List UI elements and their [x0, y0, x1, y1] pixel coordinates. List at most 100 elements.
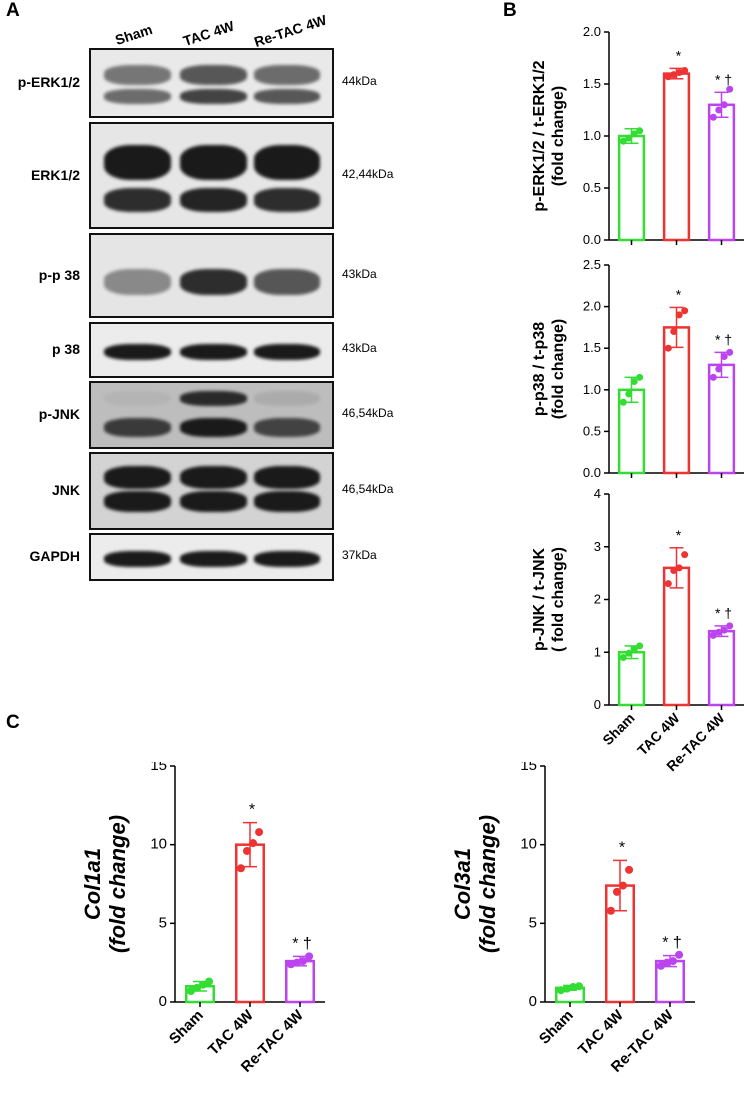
data-point: [675, 69, 683, 77]
blot-row-label: GAPDH: [29, 548, 80, 564]
data-point: [670, 328, 678, 336]
blot-kda-label: 43kDa: [342, 341, 377, 355]
blot-band: [180, 145, 247, 180]
data-point: [292, 958, 301, 967]
data-point: [709, 373, 717, 381]
blot-kda-label: 46,54kDa: [342, 482, 394, 496]
blot-band: [104, 269, 171, 295]
data-point: [205, 977, 214, 986]
blot-band: [253, 269, 321, 295]
blot-band: [180, 88, 247, 104]
y-axis-title: p-JNK / t-JNK: [531, 548, 548, 652]
significance-marker: * †: [662, 935, 682, 952]
blot-row-label: ERK1/2: [30, 166, 80, 183]
data-point: [662, 958, 671, 967]
western-blot-panel: Sham TAC 4W Re-TAC 4W p-ERK1/2 44kDa ERK1/…: [0, 0, 480, 700]
blot-band: [253, 391, 321, 407]
y-tick-label: 4: [594, 486, 601, 501]
blot-row-label: JNK: [51, 482, 80, 498]
y-tick-label: 0.5: [583, 180, 601, 195]
y-tick-label: 1.0: [583, 128, 601, 143]
y-tick-label: 2.0: [583, 24, 601, 39]
blot-image: [89, 322, 334, 378]
y-axis-subtitle: (fold change): [105, 815, 130, 953]
blot-kda-label: 43kDa: [342, 266, 377, 281]
data-point: [720, 101, 728, 109]
y-tick-label: 1: [594, 644, 601, 659]
y-tick-label: 15: [520, 762, 537, 774]
data-point: [681, 66, 689, 74]
data-point: [664, 344, 672, 352]
data-point: [670, 71, 678, 79]
data-point: [656, 961, 665, 970]
significance-marker: * †: [715, 605, 732, 621]
data-point: [681, 551, 689, 559]
y-axis-title: Col3a1: [450, 848, 475, 920]
bar: [707, 629, 736, 707]
data-point: [726, 622, 734, 630]
data-point: [715, 106, 723, 114]
blot-band: [104, 491, 171, 512]
bar: [617, 134, 646, 242]
y-axis-subtitle: (fold change): [550, 319, 567, 419]
blot-kda-label: 46,54kDa: [342, 406, 394, 420]
y-axis-label: p-p38 / t-p38 (fold change): [531, 319, 567, 419]
data-point: [715, 628, 723, 636]
data-point: [562, 984, 571, 993]
data-point: [636, 642, 644, 650]
data-point: [726, 348, 734, 356]
y-tick-label: 15: [150, 762, 167, 774]
blot-band: [253, 465, 321, 490]
data-point: [720, 626, 728, 634]
blot-band: [104, 343, 171, 361]
y-tick-label: 10: [520, 836, 537, 853]
panel-label-b: B: [503, 0, 517, 21]
y-axis-subtitle: ( fold change): [550, 547, 567, 652]
chart-p-erk: 0.0 0.5 1.0 1.5 2.0 p-ERK1/2 / t-ERK1/2 (fold …: [531, 24, 744, 247]
data-point: [675, 564, 683, 572]
data-point: [575, 982, 584, 991]
data-point: [670, 566, 678, 574]
data-point: [675, 311, 683, 319]
blot-band: [180, 491, 247, 512]
data-point: [606, 906, 615, 915]
blot-band: [253, 491, 321, 512]
blot-kda-label: 44kDa: [342, 74, 377, 88]
data-point: [619, 881, 628, 890]
y-tick-label: 1.0: [583, 382, 601, 397]
blot-row-label: p 38: [51, 341, 80, 357]
data-point: [636, 127, 644, 135]
y-tick-label: 10: [150, 836, 167, 853]
data-point: [630, 377, 638, 385]
data-point: [669, 957, 678, 966]
blot-image: [89, 122, 334, 229]
data-point: [636, 373, 644, 381]
data-point: [709, 113, 717, 121]
data-point: [619, 137, 627, 145]
bar: [662, 72, 691, 242]
y-axis-subtitle: (fold change): [475, 815, 500, 953]
data-point: [612, 887, 621, 896]
blot-band: [104, 465, 171, 490]
y-tick-label: 1.5: [583, 76, 601, 91]
data-point: [299, 957, 308, 966]
data-point: [192, 983, 201, 992]
blot-image: [89, 452, 334, 530]
y-tick-label: 2: [594, 592, 601, 607]
blot-band: [104, 550, 171, 568]
y-axis-label: Col1a1 (fold change): [80, 815, 130, 953]
data-point: [630, 646, 638, 654]
blot-band: [253, 188, 321, 212]
blot-band: [253, 343, 321, 361]
significance-marker: *: [619, 839, 625, 856]
data-point: [569, 983, 578, 992]
significance-marker: *: [249, 802, 255, 819]
blot-band: [180, 550, 247, 568]
data-point: [664, 73, 672, 81]
x-tick-label: Sham: [536, 1007, 577, 1048]
bar: [707, 103, 736, 242]
data-point: [236, 864, 245, 873]
